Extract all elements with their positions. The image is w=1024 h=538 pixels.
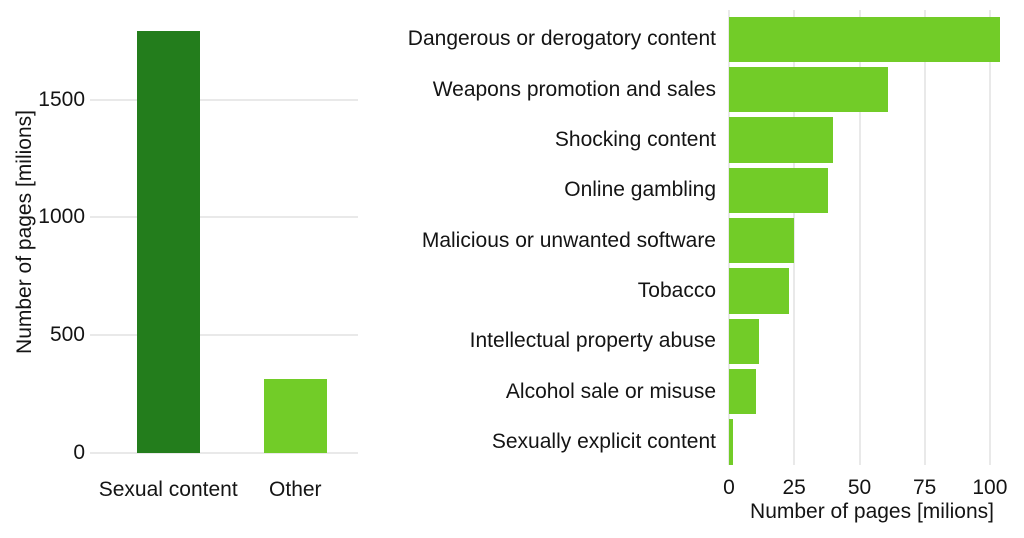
x-tick-label-75: 75 — [913, 476, 937, 499]
category-label-malicious-or-unwanted-software: Malicious or unwanted software — [421, 228, 716, 252]
bar-alcohol-sale-or-misuse — [729, 369, 757, 415]
category-label-sexually-explicit-content: Sexually explicit content — [491, 430, 716, 453]
gridline-x-25 — [793, 10, 796, 465]
right-x-axis-title: Number of pages [milions] — [750, 500, 994, 523]
bar-dangerous-or-derogatory-content — [729, 16, 1001, 62]
gridline-x-75 — [923, 10, 926, 465]
x-tick-label-100: 100 — [972, 476, 1008, 499]
category-label-shocking-content: Shocking content — [554, 128, 716, 151]
gridline-y-1500 — [90, 98, 358, 101]
x-tick-label-25: 25 — [782, 476, 806, 499]
left-y-axis-title: Number of pages [milions] — [13, 110, 36, 354]
bar-sexually-explicit-content — [729, 419, 733, 465]
gridline-y-1000 — [90, 216, 358, 219]
right-plot-area — [728, 10, 1015, 465]
bar-weapons-promotion-and-sales — [729, 67, 889, 113]
y-tick-label-500: 500 — [49, 323, 85, 347]
bar-shocking-content — [729, 117, 834, 163]
bar-online-gambling — [729, 167, 829, 213]
right-bar-chart: Number of pages [milions] 0 25 50 75 100 Dang… — [380, 0, 1024, 538]
bar-tobacco — [729, 268, 789, 314]
category-label-weapons-promotion-and-sales: Weapons promotion and sales — [432, 77, 716, 101]
left-plot-area — [90, 10, 358, 454]
gridline-x-100 — [988, 10, 991, 465]
y-tick-label-1500: 1500 — [38, 87, 85, 111]
y-tick-label-1000: 1000 — [38, 205, 85, 229]
left-bar-chart: Number of pages [milions] 0 500 1000 1500 Se… — [0, 0, 380, 538]
bar-sexual-content — [136, 31, 200, 453]
category-label-alcohol-sale-or-misuse: Alcohol sale or misuse — [505, 379, 716, 403]
category-label-intellectual-property-abuse: Intellectual property abuse — [469, 329, 716, 353]
gridline-y-500 — [90, 334, 358, 337]
gridline-y-0 — [90, 452, 358, 454]
x-tick-label-50: 50 — [847, 476, 872, 499]
x-tick-label-0: 0 — [723, 476, 735, 499]
y-tick-label-0: 0 — [73, 441, 85, 464]
category-label-sexual-content: Sexual content — [98, 478, 238, 501]
bar-other — [263, 378, 327, 453]
bar-intellectual-property-abuse — [729, 318, 759, 364]
bar-malicious-or-unwanted-software — [729, 218, 795, 264]
category-label-online-gambling: Online gambling — [564, 178, 716, 202]
category-label-other: Other — [269, 478, 322, 501]
gridline-x-50 — [858, 10, 861, 465]
category-label-tobacco: Tobacco — [637, 279, 716, 302]
category-label-dangerous-or-derogatory-content: Dangerous or derogatory content — [407, 27, 716, 51]
